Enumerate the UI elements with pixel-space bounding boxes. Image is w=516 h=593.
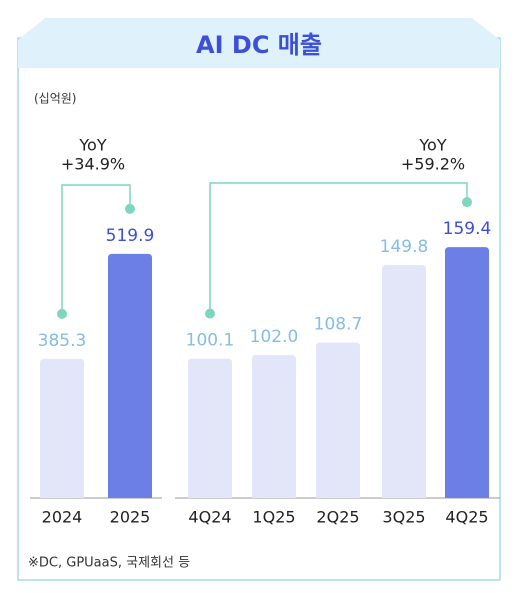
yoy-dot: [57, 308, 67, 319]
x-tick-label: 2025: [110, 508, 151, 527]
yoy-annotation: YoY: [78, 136, 106, 155]
footnote: ※DC, GPUaaS, 국제회선 등: [28, 556, 190, 571]
title-banner: [18, 18, 500, 68]
value-label: 385.3: [38, 331, 87, 351]
value-label: 102.0: [250, 327, 299, 347]
yoy-annotation: +34.9%: [61, 155, 125, 174]
bar: [445, 247, 489, 498]
title: AI DC 매출: [196, 31, 322, 59]
yoy-dot: [462, 197, 472, 208]
x-tick-label: 3Q25: [382, 508, 425, 527]
bar: [40, 358, 84, 498]
value-label: 149.8: [380, 237, 429, 257]
unit: (십억원): [34, 92, 76, 106]
x-tick-label: 4Q24: [188, 508, 231, 527]
value-label: 108.7: [314, 314, 363, 334]
yoy-connector: [209, 182, 468, 314]
yoy-dot: [205, 308, 215, 319]
x-tick-label: 1Q25: [252, 508, 295, 527]
yoy-annotation: +59.2%: [401, 155, 465, 174]
value-label: 159.4: [443, 219, 492, 239]
bar: [382, 265, 426, 498]
bar: [252, 355, 296, 498]
value-label: 519.9: [106, 226, 155, 246]
bar: [108, 253, 152, 498]
x-tick-label: 4Q25: [445, 508, 488, 527]
frame: [17, 37, 501, 581]
bar: [316, 342, 360, 498]
bar: [188, 358, 232, 498]
x-tick-label: 2024: [42, 508, 83, 527]
yoy-annotation: YoY: [418, 136, 446, 155]
value-label: 100.1: [186, 331, 235, 351]
x-tick-label: 2Q25: [316, 508, 359, 527]
yoy-connector: [61, 184, 131, 314]
yoy-dot: [125, 203, 135, 214]
